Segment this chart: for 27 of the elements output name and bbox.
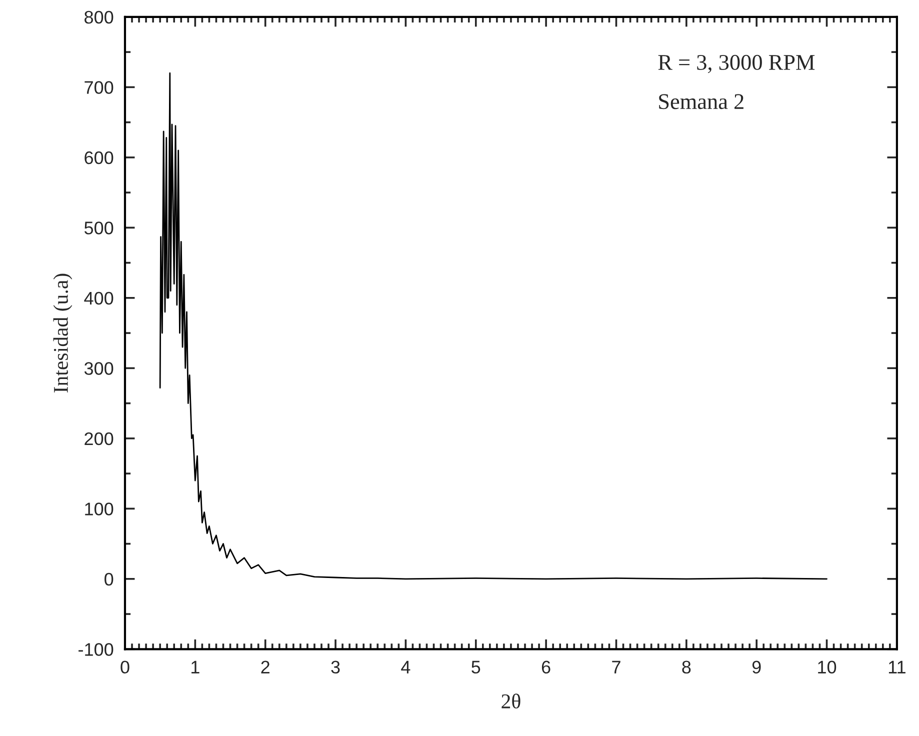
y-tick-label: 600 bbox=[84, 151, 114, 164]
y-tick-label: 400 bbox=[84, 292, 114, 305]
y-tick-label: 100 bbox=[85, 502, 114, 516]
x-tick-label: 2 bbox=[261, 660, 270, 674]
x-tick-label: 7 bbox=[612, 660, 620, 674]
annotation: Semana 2 bbox=[659, 94, 744, 110]
x-tick-label: 0 bbox=[120, 660, 130, 674]
x-tick-label: 11 bbox=[888, 660, 906, 674]
y-tick-label: 700 bbox=[84, 81, 114, 94]
x-tick-label: 6 bbox=[542, 660, 550, 674]
line-series bbox=[159, 72, 828, 580]
y-tick-label: 200 bbox=[84, 432, 114, 446]
x-tick-label: 4 bbox=[401, 660, 410, 674]
x-tick-label: 5 bbox=[472, 660, 480, 674]
y-tick-label: 300 bbox=[84, 362, 114, 375]
y-tick-label: 800 bbox=[84, 10, 114, 24]
x-tick-label: 1 bbox=[192, 660, 200, 674]
x-tick-label: 8 bbox=[682, 660, 691, 674]
y-axis-title: Intesidad (u.a) bbox=[53, 274, 72, 392]
y-tick-label: 0 bbox=[104, 572, 114, 586]
y-tick-label: -100 bbox=[78, 643, 114, 656]
x-axis-title: 2θ bbox=[502, 694, 520, 708]
x-tick-label: 9 bbox=[752, 660, 761, 674]
x-tick-label: 3 bbox=[331, 660, 340, 674]
x-tick-label: 10 bbox=[818, 660, 836, 674]
y-tick-label: 500 bbox=[84, 222, 114, 234]
annotation: R = 3, 3000 RPM bbox=[658, 54, 815, 74]
